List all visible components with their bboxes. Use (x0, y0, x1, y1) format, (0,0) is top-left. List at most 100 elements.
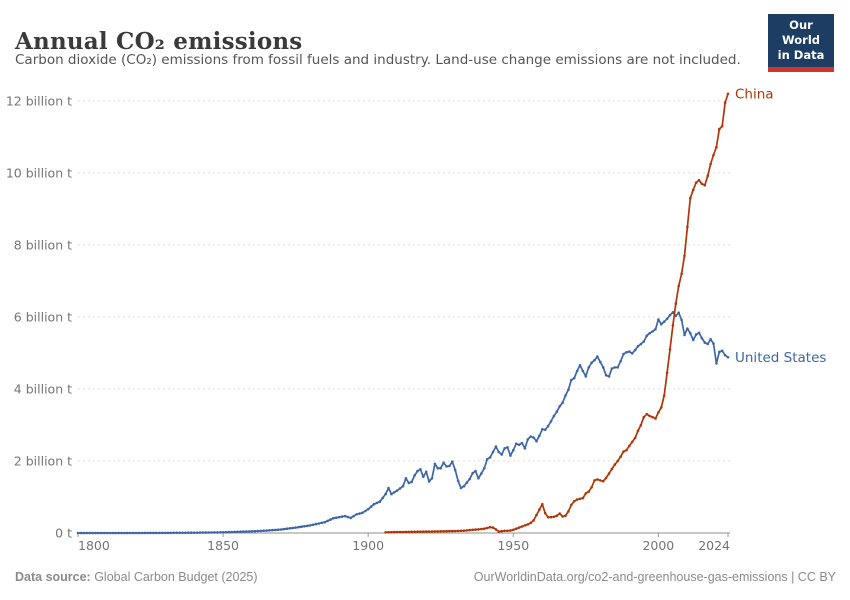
data-point-united-states (607, 375, 611, 378)
data-point-united-states (529, 435, 532, 438)
data-point-united-states (99, 531, 103, 535)
data-source-value: Global Carbon Budget (2025) (90, 570, 258, 584)
data-point-united-states (282, 527, 286, 531)
data-point-united-states (117, 531, 120, 535)
data-point-united-states (207, 531, 210, 534)
data-point-china (587, 490, 590, 493)
data-point-china (575, 498, 579, 501)
data-point-united-states (245, 530, 248, 533)
data-point-china (439, 530, 443, 533)
data-point-china (512, 528, 515, 532)
data-point-united-states (680, 318, 683, 322)
data-point-united-states (91, 531, 94, 535)
data-point-china (483, 527, 486, 530)
data-point-china (613, 463, 617, 466)
data-point-china (480, 527, 483, 531)
data-point-united-states (416, 469, 419, 473)
data-point-china (584, 492, 588, 495)
data-point-china (578, 497, 582, 501)
data-point-china (610, 467, 614, 471)
data-point-united-states (276, 528, 280, 531)
data-point-united-states (599, 360, 602, 364)
data-point-china (596, 478, 599, 481)
data-point-china (462, 529, 466, 532)
data-point-united-states (239, 530, 242, 533)
data-point-united-states (102, 531, 106, 535)
y-tick-label: 12 billion t (6, 94, 72, 109)
series-line-china (384, 92, 729, 534)
data-point-united-states (79, 531, 83, 535)
data-point-united-states (326, 519, 329, 523)
x-tick-label: 1950 (497, 538, 529, 553)
data-point-united-states (181, 531, 184, 535)
data-point-china (448, 529, 451, 533)
data-point-china (433, 530, 437, 533)
data-point-china (558, 512, 561, 515)
data-point-china (665, 371, 669, 375)
series-label-china[interactable]: China (735, 86, 774, 102)
data-point-china (683, 254, 686, 258)
data-point-united-states (279, 528, 283, 531)
data-point-united-states (340, 515, 344, 518)
data-point-united-states (706, 342, 709, 346)
data-point-china (442, 530, 445, 533)
data-point-china (390, 530, 393, 534)
data-point-united-states (604, 374, 608, 377)
data-point-united-states (134, 531, 138, 535)
data-point-united-states (323, 520, 327, 524)
data-point-united-states (332, 516, 335, 520)
data-point-united-states (311, 523, 315, 527)
y-tick-label: 4 billion t (14, 382, 72, 397)
data-point-china (691, 188, 695, 192)
data-point-united-states (407, 481, 411, 485)
data-point-united-states (242, 530, 245, 533)
data-point-china (694, 181, 698, 184)
data-point-united-states (532, 436, 535, 439)
data-point-united-states (253, 529, 257, 533)
data-point-united-states (523, 447, 527, 450)
owid-logo[interactable]: Our World in Data (768, 14, 834, 72)
data-point-united-states (233, 530, 236, 534)
data-point-united-states (691, 338, 695, 342)
data-point-united-states (451, 460, 454, 464)
data-point-united-states (366, 507, 370, 511)
data-point-united-states (500, 453, 504, 456)
data-point-united-states (294, 526, 297, 529)
data-point-united-states (372, 502, 376, 506)
data-point-china (410, 530, 414, 534)
data-point-united-states (590, 361, 593, 365)
data-point-united-states (448, 464, 451, 468)
data-point-united-states (665, 317, 669, 321)
data-point-united-states (265, 529, 268, 532)
data-point-china (552, 515, 556, 519)
data-point-united-states (297, 525, 300, 529)
data-point-united-states (517, 443, 521, 447)
data-point-united-states (485, 457, 489, 461)
data-point-united-states (158, 531, 161, 535)
data-point-china (581, 496, 585, 500)
data-point-china (488, 525, 492, 529)
data-point-united-states (230, 530, 234, 534)
data-point-china (532, 519, 535, 522)
data-point-united-states (596, 355, 599, 358)
data-point-united-states (689, 331, 692, 335)
data-point-china (712, 153, 715, 157)
series-label-united-states[interactable]: United States (735, 350, 826, 366)
data-point-united-states (337, 515, 341, 519)
data-point-united-states (512, 448, 515, 452)
data-point-united-states (108, 531, 112, 535)
data-point-united-states (506, 446, 509, 449)
data-point-united-states (378, 500, 382, 504)
data-point-united-states (120, 531, 123, 535)
data-point-china (474, 528, 477, 531)
data-point-united-states (639, 342, 643, 346)
data-point-united-states (488, 456, 492, 459)
data-point-china (660, 406, 663, 409)
data-point-united-states (468, 477, 472, 481)
data-point-united-states (213, 531, 216, 534)
data-point-united-states (535, 439, 538, 443)
data-point-united-states (686, 327, 689, 330)
y-tick-label: 2 billion t (14, 454, 72, 469)
data-point-united-states (216, 531, 219, 534)
data-point-china (564, 514, 567, 517)
